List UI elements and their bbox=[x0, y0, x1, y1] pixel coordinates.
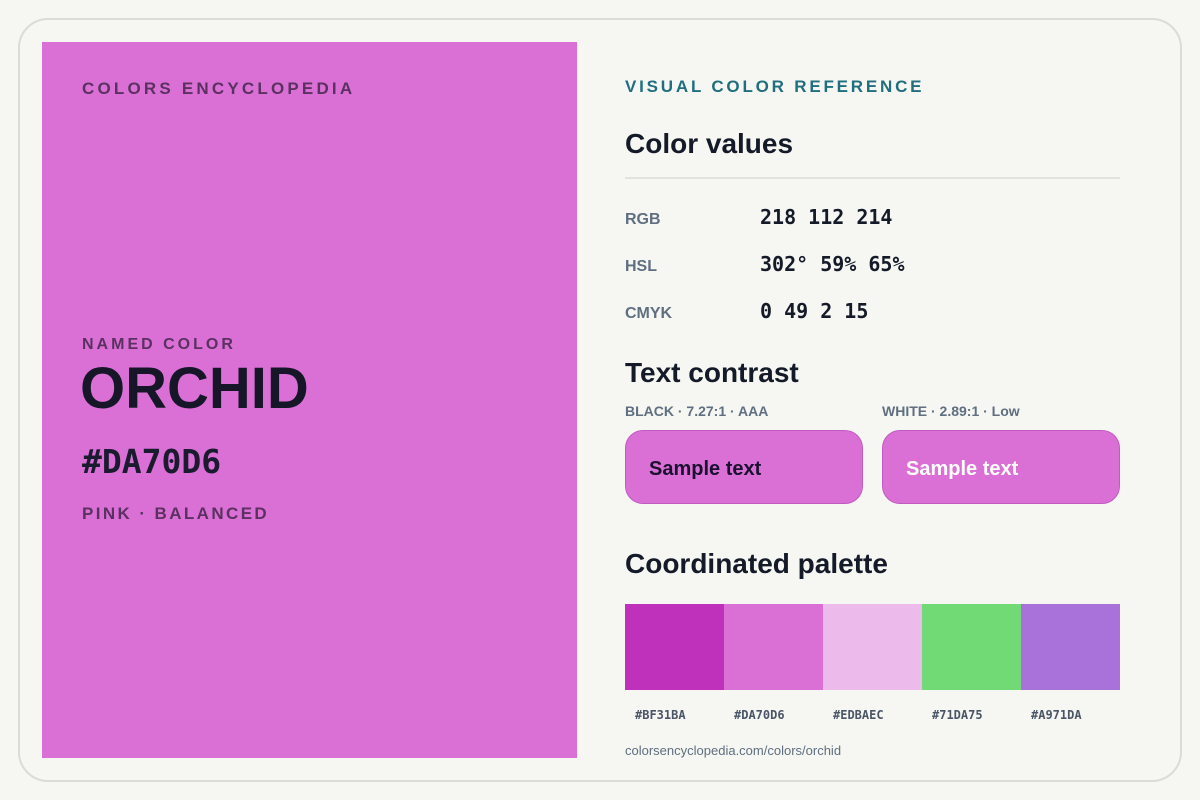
color-family: PINK · BALANCED bbox=[82, 504, 270, 523]
contrast-label-black: BLACK · 7.27:1 · AAA bbox=[625, 403, 769, 419]
value-value: 218 112 214 bbox=[760, 205, 893, 229]
color-swatch-panel: COLORS ENCYCLOPEDIA NAMED COLOR ORCHID #… bbox=[42, 42, 577, 758]
palette-chip[interactable] bbox=[922, 604, 1021, 690]
palette-chip[interactable] bbox=[625, 604, 724, 690]
palette-heading: Coordinated palette bbox=[625, 548, 888, 579]
palette-chip-label: #DA70D6 bbox=[734, 708, 785, 722]
color-name: ORCHID bbox=[80, 356, 309, 421]
reference-panel: VISUAL COLOR REFERENCE Color values RGB … bbox=[625, 0, 1121, 800]
sample-text-black: Sample text bbox=[625, 430, 863, 504]
value-row-cmyk: CMYK 0 49 2 15 bbox=[625, 299, 1120, 329]
contrast-label-white: WHITE · 2.89:1 · Low bbox=[882, 403, 1020, 419]
divider bbox=[625, 177, 1120, 179]
value-row-hsl: HSL 302° 59% 65% bbox=[625, 252, 1120, 282]
value-key: RGB bbox=[625, 211, 661, 228]
palette-chip-label: #EDBAEC bbox=[833, 708, 884, 722]
named-color-label: NAMED COLOR bbox=[82, 336, 236, 353]
palette-chip[interactable] bbox=[823, 604, 922, 690]
palette-chip-label: #BF31BA bbox=[635, 708, 686, 722]
palette-chip-label: #A971DA bbox=[1031, 708, 1082, 722]
palette-chip[interactable] bbox=[724, 604, 823, 690]
color-values-heading: Color values bbox=[625, 128, 794, 159]
value-row-rgb: RGB 218 112 214 bbox=[625, 205, 1120, 235]
value-value: 302° 59% 65% bbox=[760, 252, 905, 276]
value-key: CMYK bbox=[625, 305, 673, 322]
color-hex: #DA70D6 bbox=[82, 442, 222, 481]
palette-chip[interactable] bbox=[1021, 604, 1120, 690]
text-contrast-heading: Text contrast bbox=[625, 357, 799, 388]
sample-text-white: Sample text bbox=[882, 430, 1120, 504]
palette-chip-label: #71DA75 bbox=[932, 708, 983, 722]
source-url[interactable]: colorsencyclopedia.com/colors/orchid bbox=[625, 743, 842, 758]
palette-strip bbox=[625, 604, 1121, 690]
value-key: HSL bbox=[625, 258, 657, 275]
brand-title: COLORS ENCYCLOPEDIA bbox=[82, 79, 356, 98]
value-value: 0 49 2 15 bbox=[760, 299, 869, 323]
reference-kicker: VISUAL COLOR REFERENCE bbox=[625, 77, 925, 96]
